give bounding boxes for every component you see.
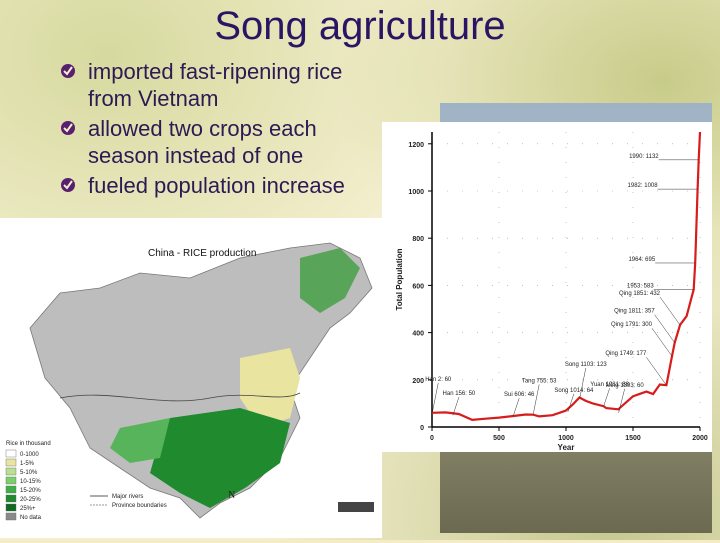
y-tick-label: 1200 <box>408 142 424 149</box>
data-label: Qing 1791: 300 <box>611 322 653 328</box>
annotation-leader <box>579 367 587 399</box>
annotation-leader <box>654 314 675 343</box>
population-chart: 0 200 400 600 800 1000 1200 0 500 1000 1500 2000 Yea… <box>382 122 712 452</box>
rice-region-north <box>300 248 360 313</box>
legend-label: 25%+ <box>20 506 36 512</box>
data-label: Song 1103: 123 <box>565 362 608 368</box>
data-label: 1982: 1008 <box>628 183 659 189</box>
legend-label: No data <box>20 515 42 521</box>
annotation-leader <box>651 328 673 357</box>
rice-production-map: China - RICE production Rice in thousand… <box>0 218 382 538</box>
list-item: fueled population increase <box>60 172 390 199</box>
rice-region-southwest <box>110 418 170 463</box>
list-item: allowed two crops each season instead of… <box>60 115 390 169</box>
data-label: Qing 1811: 357 <box>614 309 655 315</box>
legend-swatch <box>5 494 17 503</box>
bullet-text: allowed two crops each season instead of… <box>88 116 317 168</box>
population-series-line <box>431 131 702 422</box>
legend-heading: Rice in thousand <box>6 441 51 447</box>
bullet-text: imported fast-ripening rice from Vietnam <box>88 59 343 111</box>
annotation-leader <box>512 398 520 417</box>
y-tick-label: 200 <box>412 378 424 385</box>
bullet-icon <box>61 121 75 135</box>
x-tick-label: 500 <box>493 435 505 442</box>
legend-label: 0-1000 <box>20 452 39 458</box>
data-label: Song 1014: 64 <box>554 388 594 394</box>
y-axis-label: Total Population <box>395 248 404 310</box>
data-label: Han 156: 50 <box>443 391 476 397</box>
data-label: 1990: 1132 <box>629 154 659 160</box>
legend-swatch <box>5 476 17 485</box>
annotation-leader <box>603 388 610 407</box>
bullet-icon <box>61 178 75 192</box>
legend-swatch <box>5 512 17 521</box>
annotation-leader <box>432 382 439 413</box>
data-label: Han 2: 60 <box>425 377 452 383</box>
data-label: Ming 1393: 60 <box>606 383 645 389</box>
north-arrow-icon: N <box>228 490 235 501</box>
bullet-icon <box>61 64 75 78</box>
annotation-leader <box>452 397 460 416</box>
data-label: 1964: 695 <box>628 257 655 263</box>
legend-label: 5-10% <box>20 470 38 476</box>
china-map-svg: China - RICE production Rice in thousand… <box>5 242 374 521</box>
list-item: imported fast-ripening rice from Vietnam <box>60 58 390 112</box>
legend-swatch <box>5 467 17 476</box>
legend-label: 15-20% <box>20 488 41 494</box>
page-title: Song agriculture <box>214 4 506 48</box>
x-tick-label: 0 <box>430 435 434 442</box>
legend-swatch <box>5 503 17 512</box>
legend-label: 20-25% <box>20 497 41 503</box>
legend-swatch <box>5 485 17 494</box>
population-chart-svg: 0 200 400 600 800 1000 1200 0 500 1000 1500 2000 Yea… <box>395 131 708 452</box>
legend-label: 10-15% <box>20 479 41 485</box>
x-axis-label: Year <box>558 443 575 452</box>
legend-swatch <box>5 449 17 458</box>
legend-rivers: Major rivers <box>112 494 143 500</box>
annotation-leader <box>646 357 667 386</box>
rice-region-south <box>150 408 290 508</box>
y-tick-label: 800 <box>412 236 424 243</box>
data-label: Yuan 1281: 88 <box>590 382 629 388</box>
data-label: Qing 1749: 177 <box>605 351 647 357</box>
y-tick-label: 0 <box>420 425 424 432</box>
y-tick-label: 600 <box>412 283 424 290</box>
data-label: Tang 755: 53 <box>522 378 557 384</box>
y-tick-label: 400 <box>412 331 424 338</box>
data-label: 1953: 583 <box>627 283 654 289</box>
x-tick-label: 2000 <box>692 435 708 442</box>
legend-label: 1-5% <box>20 461 35 467</box>
annotation-leader <box>567 393 575 412</box>
rice-region-east <box>240 348 300 428</box>
bullet-text: fueled population increase <box>88 173 345 198</box>
annotation-leader <box>532 384 540 415</box>
data-label: Sui 606: 46 <box>504 392 535 398</box>
legend-boundaries: Province boundaries <box>112 503 167 509</box>
map-legend: Rice in thousand 0-1000 1-5% 5-10% 10-15% 15… <box>5 441 167 521</box>
bullet-list: imported fast-ripening rice from Vietnam… <box>60 58 390 202</box>
map-title: China - RICE production <box>148 248 256 259</box>
annotation-leader <box>618 388 625 413</box>
data-label: Qing 1851: 432 <box>619 291 661 297</box>
y-tick-label: 1000 <box>408 189 424 196</box>
x-tick-label: 1000 <box>558 435 574 442</box>
x-tick-label: 1500 <box>625 435 641 442</box>
legend-swatch <box>5 458 17 467</box>
annotation-leader <box>659 296 681 326</box>
logo-mark <box>338 502 374 512</box>
river-line <box>59 392 301 402</box>
